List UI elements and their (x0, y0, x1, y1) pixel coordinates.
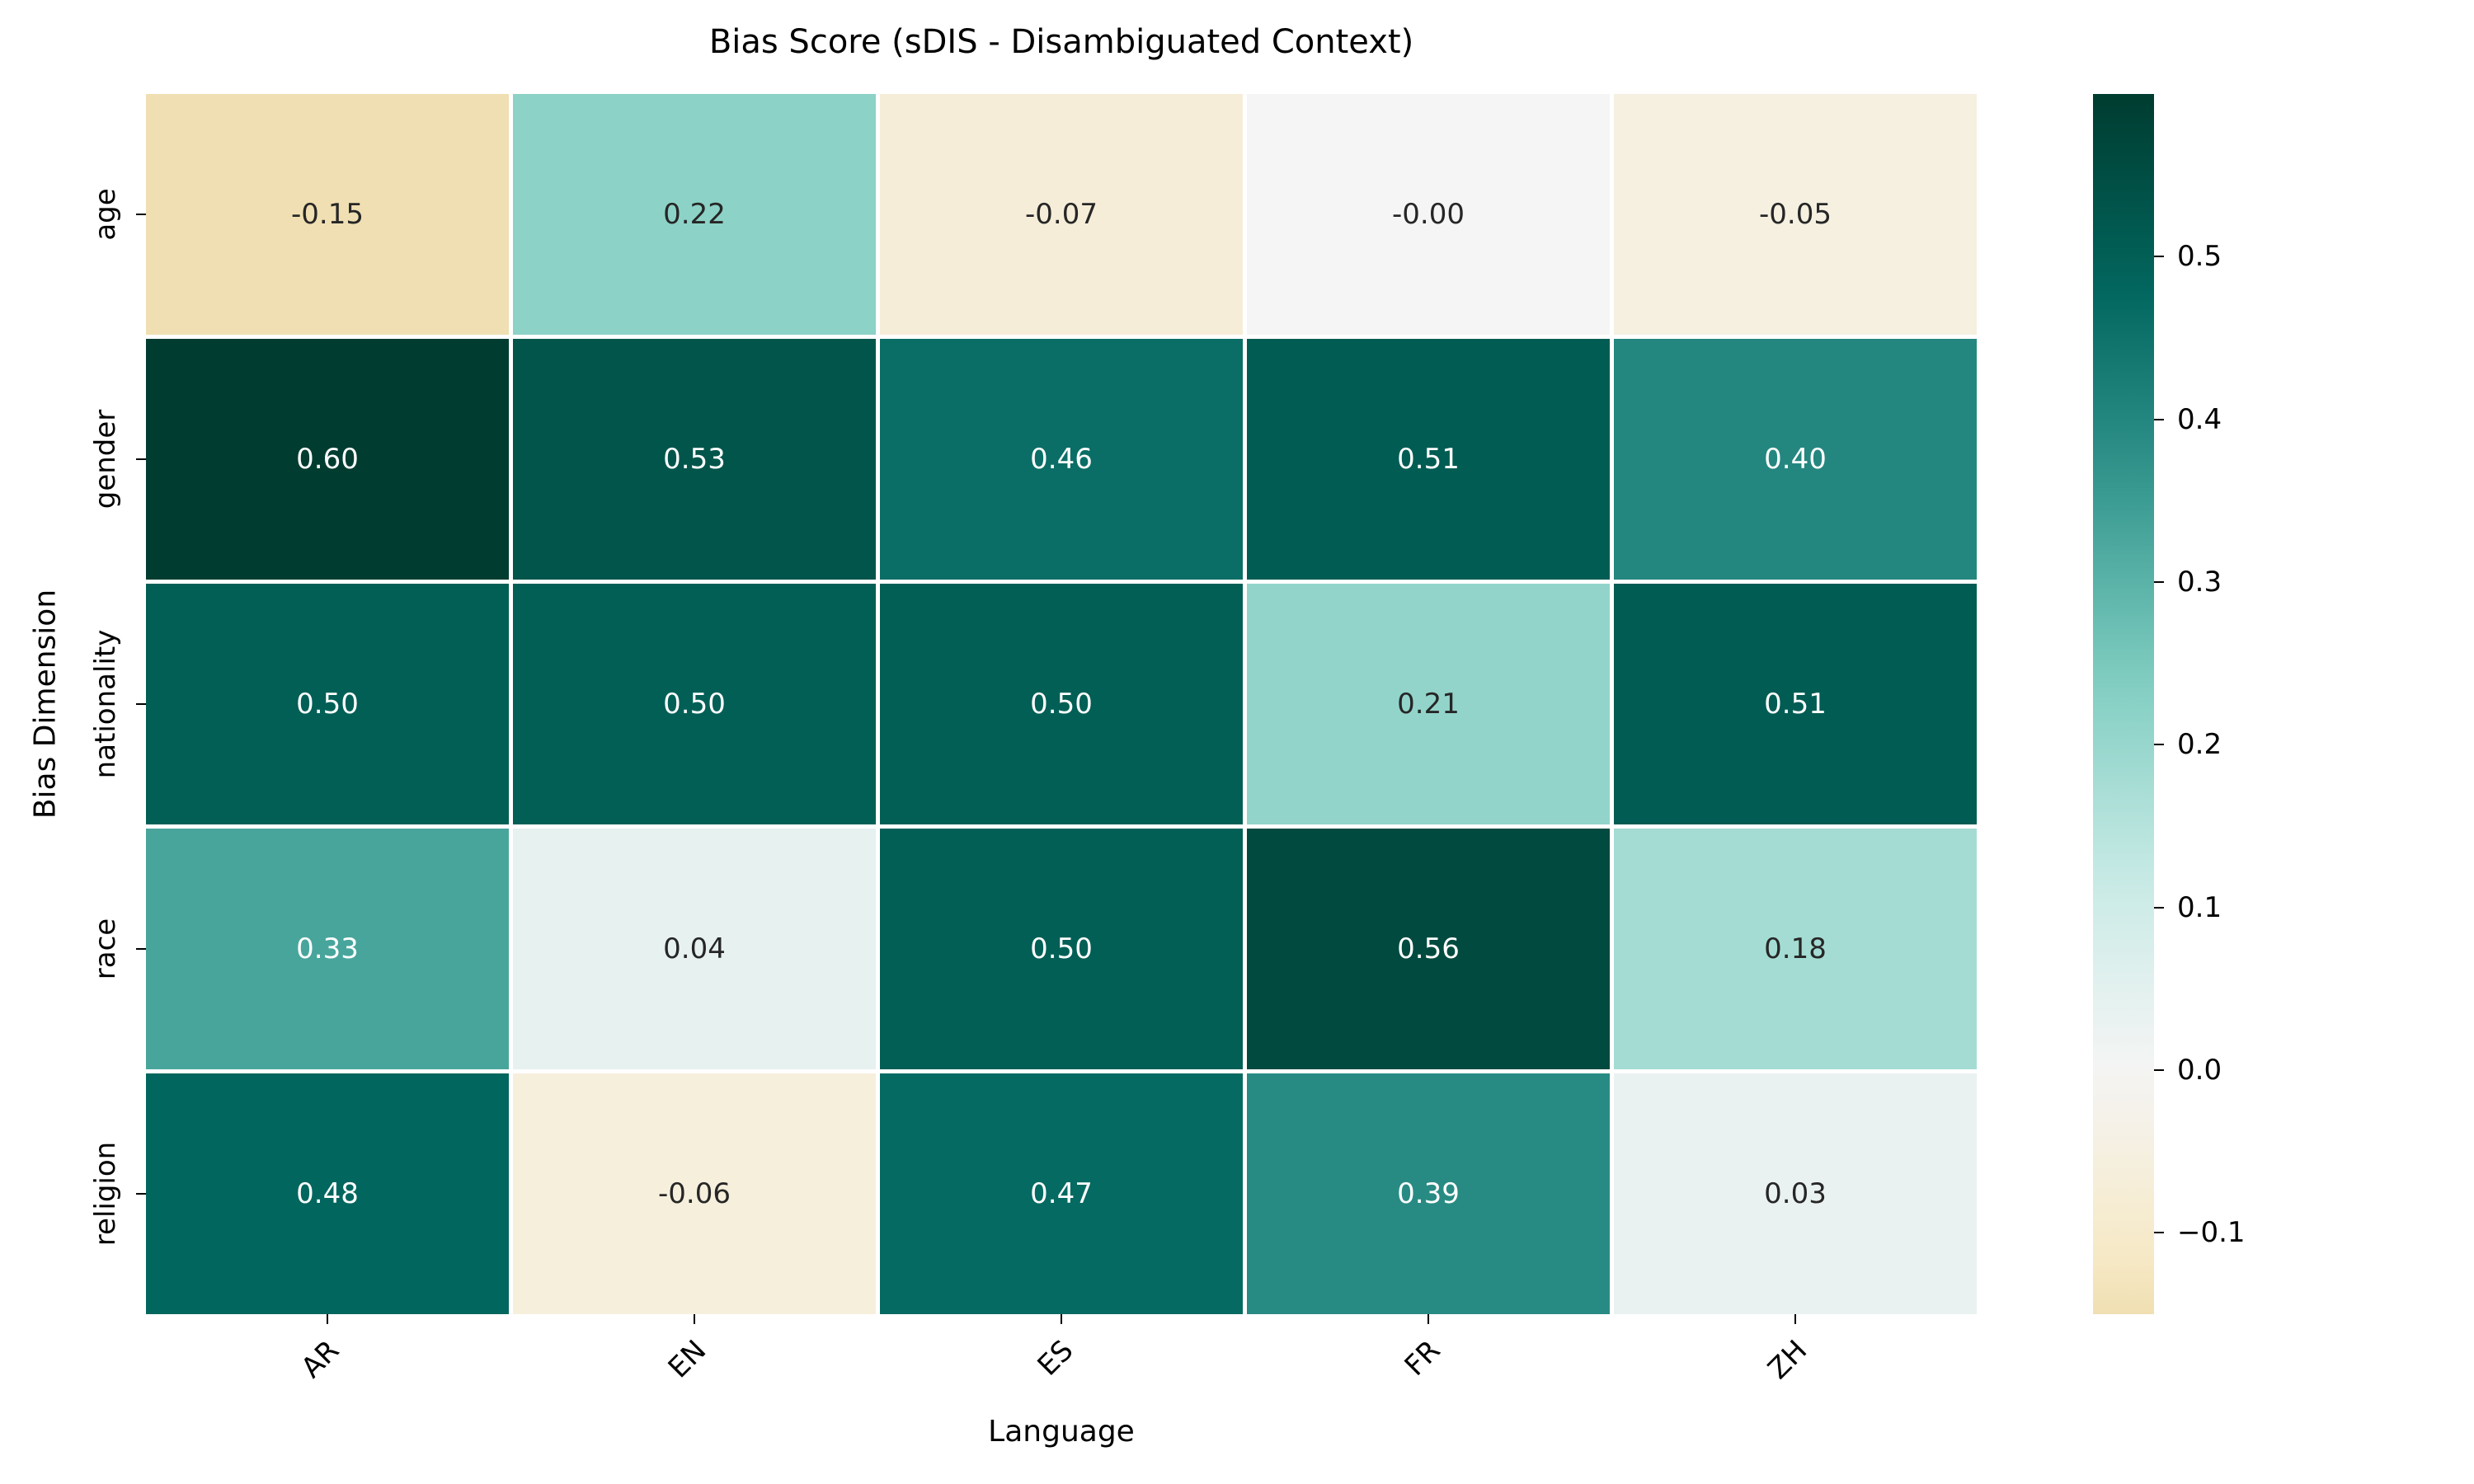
cell-annotation: 0.56 (1397, 932, 1460, 965)
cell-annotation: 0.46 (1030, 443, 1093, 476)
heatmap-cell: -0.06 (513, 1073, 876, 1314)
tick-mark (1061, 1314, 1062, 1324)
heatmap-cell: 0.40 (1614, 339, 1977, 580)
heatmap-grid: -0.15 0.22 -0.07 -0.00 -0.05 0.60 0.53 0.46 0.51… (146, 94, 1977, 1314)
colorbar (2093, 94, 2154, 1314)
heatmap-cell: 0.53 (513, 339, 876, 580)
heatmap-cell: 0.56 (1247, 829, 1610, 1069)
tick-mark (694, 1314, 695, 1324)
heatmap-cell: 0.47 (880, 1073, 1243, 1314)
heatmap-cell: 0.21 (1247, 584, 1610, 824)
colorbar-tick-label: 0.2 (2177, 728, 2222, 762)
cell-annotation: 0.48 (296, 1177, 359, 1210)
heatmap-cell: 0.50 (146, 584, 509, 824)
tick-mark (136, 703, 146, 705)
colorbar-tick-mark (2154, 418, 2164, 420)
x-axis-label: Language (988, 1415, 1135, 1449)
heatmap-cell: 0.50 (880, 584, 1243, 824)
colorbar-tick-mark (2154, 256, 2164, 258)
heatmap-cell: 0.48 (146, 1073, 509, 1314)
heatmap-cell: -0.05 (1614, 94, 1977, 335)
heatmap-cell: -0.07 (880, 94, 1243, 335)
cell-annotation: 0.50 (663, 688, 726, 721)
tick-mark (136, 1193, 146, 1195)
colorbar-tick-mark (2154, 744, 2164, 746)
tick-mark (327, 1314, 328, 1324)
cell-annotation: 0.51 (1764, 688, 1827, 721)
cell-annotation: 0.39 (1397, 1177, 1460, 1210)
x-tick-label: EN (661, 1334, 713, 1385)
colorbar-tick-mark (2154, 1069, 2164, 1071)
x-tick-label: ES (1031, 1334, 1080, 1383)
cell-annotation: -0.00 (1392, 198, 1465, 231)
heatmap-cell: 0.22 (513, 94, 876, 335)
colorbar-tick-label: 0.3 (2177, 566, 2222, 599)
y-axis-label: Bias Dimension (28, 589, 63, 819)
tick-mark (136, 948, 146, 950)
heatmap-cell: 0.04 (513, 829, 876, 1069)
tick-mark (136, 458, 146, 460)
colorbar-tick-mark (2154, 906, 2164, 909)
x-tick-label: FR (1398, 1334, 1447, 1383)
cell-annotation: -0.05 (1759, 198, 1832, 231)
tick-mark (1427, 1314, 1429, 1324)
colorbar-tick-mark (2154, 1232, 2164, 1234)
cell-annotation: 0.50 (1030, 932, 1093, 965)
colorbar-tick-label: 0.0 (2177, 1054, 2222, 1087)
y-tick-label: nationality (89, 629, 122, 779)
cell-annotation: 0.18 (1764, 932, 1827, 965)
cell-annotation: 0.40 (1764, 443, 1827, 476)
cell-annotation: 0.33 (296, 932, 359, 965)
colorbar-tick-mark (2154, 581, 2164, 583)
y-tick-label: race (89, 918, 122, 980)
cell-annotation: 0.22 (663, 198, 726, 231)
cell-annotation: 0.53 (663, 443, 726, 476)
heatmap-cell: -0.15 (146, 94, 509, 335)
colorbar-tick-label: −0.1 (2177, 1216, 2246, 1250)
cell-annotation: -0.07 (1025, 198, 1098, 231)
heatmap-cell: 0.03 (1614, 1073, 1977, 1314)
cell-annotation: 0.50 (296, 688, 359, 721)
cell-annotation: 0.04 (663, 932, 726, 965)
heatmap-cell: 0.51 (1614, 584, 1977, 824)
heatmap-cell: -0.00 (1247, 94, 1610, 335)
colorbar-tick-label: 0.5 (2177, 240, 2222, 274)
cell-annotation: -0.06 (658, 1177, 731, 1210)
heatmap-cell: 0.18 (1614, 829, 1977, 1069)
x-tick-label: ZH (1761, 1334, 1814, 1386)
heatmap-cell: 0.33 (146, 829, 509, 1069)
heatmap-cell: 0.39 (1247, 1073, 1610, 1314)
heatmap-cell: 0.46 (880, 339, 1243, 580)
cell-annotation: 0.51 (1397, 443, 1460, 476)
heatmap-cell: 0.51 (1247, 339, 1610, 580)
heatmap-cell: 0.60 (146, 339, 509, 580)
x-tick-label: AR (294, 1334, 346, 1385)
tick-mark (136, 214, 146, 215)
y-tick-label: gender (89, 409, 122, 510)
y-tick-label: age (89, 188, 122, 241)
colorbar-tick-label: 0.1 (2177, 890, 2222, 924)
cell-annotation: 0.50 (1030, 688, 1093, 721)
cell-annotation: 0.60 (296, 443, 359, 476)
heatmap-cell: 0.50 (880, 829, 1243, 1069)
cell-annotation: 0.47 (1030, 1177, 1093, 1210)
cell-annotation: 0.21 (1397, 688, 1460, 721)
chart-title: Bias Score (sDIS - Disambiguated Context… (708, 23, 1414, 61)
colorbar-tick-label: 0.4 (2177, 402, 2222, 436)
tick-mark (1794, 1314, 1796, 1324)
cell-annotation: -0.15 (291, 198, 364, 231)
cell-annotation: 0.03 (1764, 1177, 1827, 1210)
heatmap-cell: 0.50 (513, 584, 876, 824)
y-tick-label: religion (89, 1141, 122, 1247)
